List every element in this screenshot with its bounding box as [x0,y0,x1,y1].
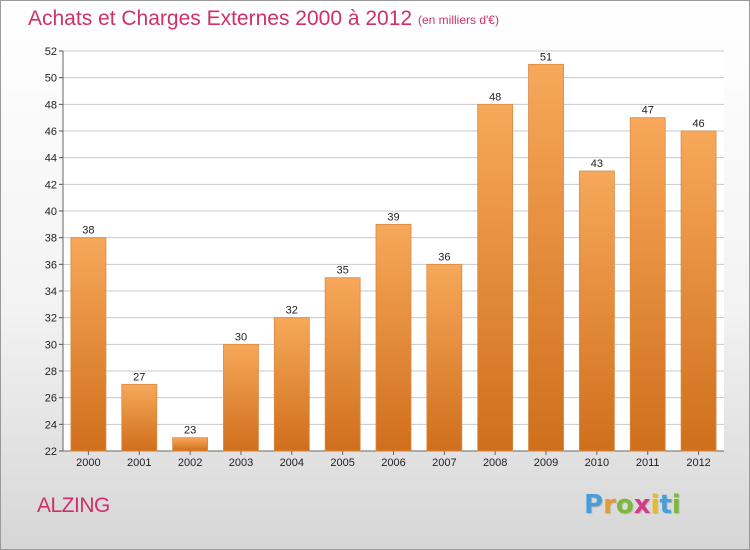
data-label: 48 [489,91,501,103]
x-tick-label: 2009 [534,457,558,469]
data-label: 39 [387,211,399,223]
bar [680,130,717,452]
x-tick-label: 2003 [229,457,253,469]
chart-title: Achats et Charges Externes 2000 à 2012 [28,7,413,30]
bar [578,170,615,452]
data-label: 36 [438,251,450,263]
data-label: 38 [82,225,94,237]
data-label: 32 [286,305,298,317]
bar [426,263,463,452]
x-tick-label: 2007 [432,457,456,469]
x-tick-label: 2006 [381,457,405,469]
y-tick-label: 32 [45,313,57,325]
y-tick-label: 22 [45,446,57,458]
bar [121,383,158,452]
y-tick-label: 34 [45,286,57,298]
logo-letter: i [650,490,660,520]
data-label: 43 [591,158,603,170]
y-tick-label: 48 [45,99,57,111]
y-tick-label: 44 [45,153,57,165]
x-tick-label: 2000 [76,457,100,469]
bar [324,277,361,452]
x-tick-label: 2005 [330,457,354,469]
logo-letter: x [633,490,651,520]
data-label: 51 [540,51,552,63]
bar [477,103,514,452]
logo-letter: o [615,490,634,520]
data-label: 27 [133,371,145,383]
y-tick-label: 38 [45,233,57,245]
bar [528,63,564,452]
y-tick-label: 42 [45,179,57,191]
y-tick-label: 46 [45,126,57,138]
unit-note: (en milliers d'€) [418,13,499,27]
logo-letter: r [603,490,616,520]
y-tick-label: 26 [45,393,57,405]
x-tick-label: 2008 [483,457,507,469]
data-label: 35 [337,265,349,277]
data-label: 47 [642,105,654,117]
bar [375,223,412,452]
bar [172,437,209,452]
bar [70,237,107,452]
x-tick-label: 2010 [585,457,609,469]
data-label: 30 [235,331,247,343]
data-label: 23 [184,425,196,437]
y-tick-label: 30 [45,339,57,351]
bar [223,343,259,452]
data-label: 46 [692,118,704,130]
logo-letter: i [671,490,681,520]
logo-letter: t [659,490,672,520]
y-tick-label: 36 [45,259,57,271]
y-tick-label: 28 [45,366,57,378]
x-tick-label: 2001 [127,457,151,469]
x-tick-label: 2002 [178,457,202,469]
x-tick-label: 2012 [686,457,710,469]
bar [273,317,310,452]
proxiti-logo[interactable]: Proxiti [584,490,681,520]
y-tick-label: 52 [45,46,57,58]
logo-letter: P [584,490,604,520]
x-tick-label: 2004 [280,457,304,469]
y-tick-label: 50 [45,73,57,85]
bar [629,117,666,452]
y-tick-label: 24 [45,419,57,431]
town-name: ALZING [37,494,110,517]
y-tick-label: 40 [45,206,57,218]
x-tick-label: 2011 [636,457,660,469]
